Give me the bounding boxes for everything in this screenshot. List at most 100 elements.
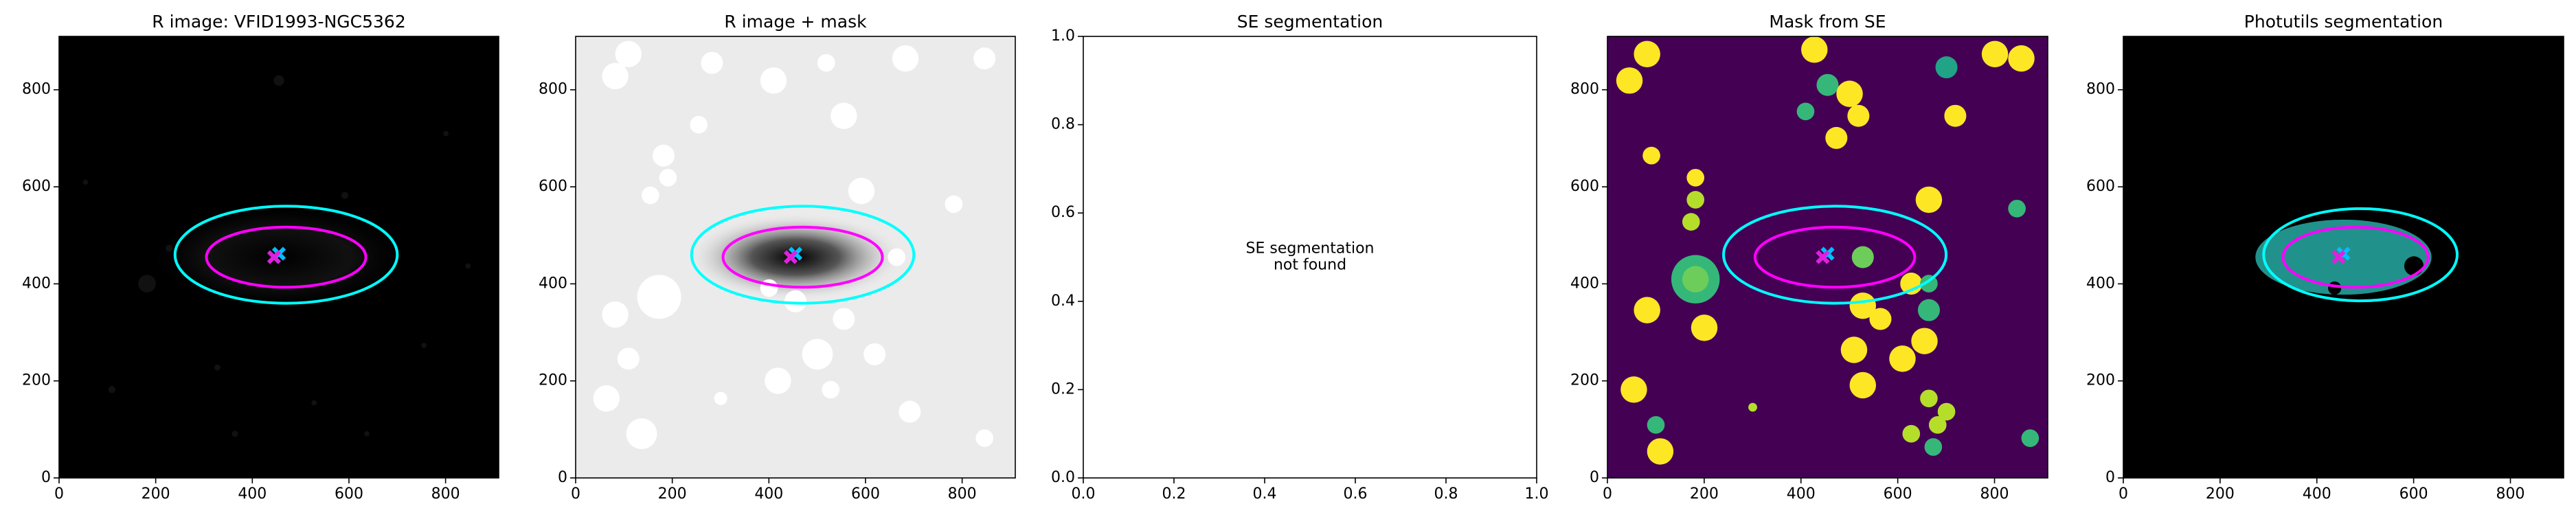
- mask-circle: [714, 391, 727, 405]
- mask-circle: [637, 275, 681, 319]
- center-marker: [2331, 250, 2346, 264]
- mask-circle: [642, 186, 659, 205]
- aperture-ellipse: [205, 225, 368, 289]
- y-tick-label: 0: [558, 469, 567, 486]
- x-tick-label: 0.4: [1253, 485, 1277, 503]
- y-tick-label: 400: [539, 275, 567, 292]
- mask-circle: [1920, 275, 1938, 293]
- mask-circle: [2021, 429, 2040, 447]
- y-tick-label: 200: [22, 372, 51, 389]
- y-tick-label: 0.6: [1051, 204, 1075, 221]
- y-tick-label: 0.4: [1051, 293, 1075, 310]
- galaxy: [686, 213, 905, 301]
- mask-circle: [1634, 41, 1660, 67]
- mask-circle: [1920, 389, 1938, 408]
- aperture-ellipse: [1722, 205, 1948, 305]
- mask-circle: [1849, 293, 1877, 319]
- mask-circle: [888, 248, 905, 266]
- mask-circle: [945, 195, 963, 214]
- x-tick-label: 400: [754, 485, 783, 503]
- axes-frame: [58, 36, 499, 479]
- mask-circle: [615, 41, 642, 67]
- center-marker: [1816, 250, 1830, 264]
- x-tick-label: 0: [54, 485, 64, 503]
- mask-circle: [1911, 328, 1938, 354]
- x-tick-label: 400: [1787, 485, 1816, 503]
- x-tick-label: 0.0: [1072, 485, 1096, 503]
- x-tick-label: 800: [1980, 485, 2009, 503]
- mask-circle: [899, 400, 921, 423]
- panel-title: R image + mask: [724, 12, 867, 32]
- mask-circle: [1900, 273, 1923, 295]
- aperture-ellipse: [2281, 225, 2430, 289]
- mask-circle: [1620, 376, 1647, 403]
- y-tick-label: 800: [1570, 81, 1599, 98]
- mask-circle: [973, 47, 996, 70]
- y-tick-label: 400: [1570, 275, 1599, 292]
- mask-circle: [1836, 80, 1863, 107]
- mask-circle: [1889, 345, 1916, 372]
- mask-circle: [1849, 371, 1877, 399]
- mask-circle: [1840, 336, 1868, 363]
- mask-circle: [1869, 308, 1892, 330]
- x-tick-label: 200: [1690, 485, 1719, 503]
- x-tick-label: 600: [851, 485, 880, 503]
- image: [59, 36, 499, 478]
- mask-circle: [863, 343, 886, 365]
- mask-circle: [653, 144, 675, 167]
- annotation: not found: [1274, 257, 1346, 274]
- mask-circle: [784, 290, 806, 312]
- mask-circle: [1682, 266, 1709, 293]
- mask-circle: [1686, 168, 1705, 187]
- mask-circle: [1682, 213, 1700, 231]
- mask-circle: [602, 301, 629, 328]
- mask-circle: [831, 102, 857, 129]
- y-tick-label: 600: [539, 178, 567, 195]
- mask-circle: [833, 308, 855, 330]
- panel: 0 200 400 600 800 0 200 400 600 800 Mask from SE: [1570, 12, 2048, 503]
- mask-circle: [617, 347, 640, 370]
- mask-circle: [701, 52, 723, 74]
- y-tick-label: 0.2: [1051, 380, 1075, 398]
- star: [82, 179, 89, 185]
- panel-title: SE segmentation: [1237, 12, 1383, 32]
- mask-circle: [1902, 424, 1921, 443]
- mask-circle: [1748, 402, 1757, 412]
- mask-circle: [593, 385, 620, 412]
- y-tick-label: 600: [22, 178, 51, 195]
- panel: 0 200 400 600 800 0 200 400 600 800 R image: VFID1…: [22, 12, 499, 503]
- hole: [2328, 281, 2342, 295]
- y-tick-label: 0: [1590, 469, 1599, 486]
- y-tick-label: 800: [22, 81, 51, 98]
- mask-circle: [1647, 416, 1665, 434]
- mask-circle: [817, 54, 835, 72]
- x-tick-label: 0.2: [1162, 485, 1186, 503]
- center-marker: [783, 250, 798, 264]
- mask-circle: [892, 45, 919, 72]
- mask-circle: [1647, 438, 1674, 465]
- y-tick-label: 0.0: [1051, 469, 1075, 486]
- x-tick-label: 800: [431, 485, 460, 503]
- image-bg: [1607, 36, 2048, 478]
- x-tick-label: 600: [2399, 485, 2428, 503]
- x-tick-label: 200: [2206, 485, 2235, 503]
- mask-circle: [1981, 41, 2009, 67]
- y-tick-label: 600: [2086, 178, 2115, 195]
- star: [138, 275, 156, 293]
- x-tick-label: 600: [335, 485, 363, 503]
- y-tick-label: 0.8: [1051, 116, 1075, 133]
- mask-circle: [1917, 299, 1940, 321]
- mask-circle: [1928, 416, 1947, 434]
- x-tick-label: 400: [2303, 485, 2331, 503]
- mask-circle: [1944, 104, 1967, 127]
- mask-circle: [1915, 186, 1943, 214]
- star: [108, 386, 115, 393]
- mask-circle: [2008, 45, 2035, 72]
- y-tick-label: 800: [539, 81, 567, 98]
- y-tick-label: 800: [2086, 81, 2115, 98]
- mask-circle: [1691, 314, 1718, 341]
- galaxy: [147, 204, 411, 310]
- axes-frame: [2123, 36, 2564, 479]
